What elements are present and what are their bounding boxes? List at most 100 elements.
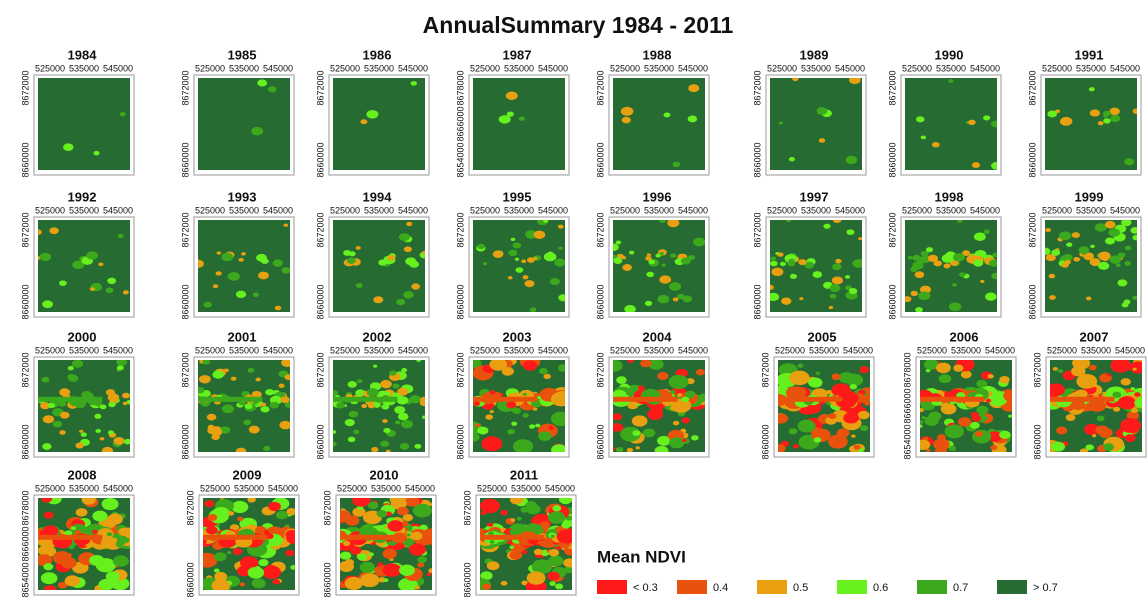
map-panel: 2006525000535000545000865400086660008678… <box>902 329 1020 459</box>
vegetation-patch <box>79 430 83 433</box>
y-coordinate-label: 8660000 <box>455 424 465 459</box>
vegetation-patch <box>958 417 971 427</box>
map-panel: 198452500053500054500086600008672000 <box>20 47 134 177</box>
legend-label: 0.4 <box>713 582 728 594</box>
vegetation-patch <box>959 272 966 277</box>
x-coordinate-label: 535000 <box>504 345 534 355</box>
vegetation-patch <box>108 430 114 434</box>
vegetation-patch <box>547 572 559 581</box>
vegetation-patch <box>922 251 929 256</box>
vegetation-patch <box>999 376 1009 383</box>
vegetation-patch <box>780 262 786 266</box>
vegetation-patch <box>368 502 379 510</box>
vegetation-patch <box>1049 274 1056 279</box>
y-coordinate-label: 8654000 <box>902 424 912 459</box>
vegetation-patch <box>487 561 500 570</box>
map-panel: 199052500053500054500086600008672000 <box>887 47 1001 177</box>
vegetation-patch <box>221 253 233 261</box>
vegetation-patch <box>928 255 938 262</box>
vegetation-patch <box>662 263 666 266</box>
map-panel: 200552500053500054500086600008672000 <box>760 329 875 459</box>
x-coordinate-label: 525000 <box>195 345 225 355</box>
vegetation-patch <box>915 271 925 278</box>
panel-year: 1986 <box>363 47 392 62</box>
y-coordinate-label: 8672000 <box>595 70 605 105</box>
vegetation-patch <box>682 418 690 424</box>
x-coordinate-label: 545000 <box>538 345 568 355</box>
vegetation-patch <box>110 537 117 542</box>
vegetation-patch <box>508 250 517 256</box>
vegetation-patch <box>613 258 622 264</box>
vegetation-patch <box>1092 434 1096 437</box>
vegetation-patch <box>261 258 269 264</box>
vegetation-patch <box>921 135 926 139</box>
vegetation-patch <box>798 259 806 265</box>
y-coordinate-label: 8672000 <box>180 70 190 105</box>
vegetation-patch <box>404 246 412 252</box>
vegetation-patch <box>828 435 848 449</box>
vegetation-patch <box>94 414 101 419</box>
vegetation-patch <box>645 256 652 261</box>
vegetation-patch <box>647 253 651 256</box>
vegetation-patch <box>621 256 626 259</box>
vegetation-patch <box>1047 111 1057 118</box>
x-coordinate-label: 545000 <box>843 345 873 355</box>
vegetation-patch <box>392 383 399 388</box>
vegetation-patch <box>533 407 538 410</box>
vegetation-patch <box>98 262 103 266</box>
x-coordinate-label: 525000 <box>35 345 65 355</box>
vegetation-patch <box>477 427 488 435</box>
vegetation-patch <box>42 300 53 308</box>
vegetation-patch <box>475 424 480 428</box>
x-coordinate-label: 525000 <box>35 205 65 215</box>
y-coordinate-label: 8672000 <box>315 212 325 247</box>
vegetation-patch <box>406 533 410 536</box>
y-coordinate-label: 8672000 <box>1027 70 1037 105</box>
vegetation-patch <box>399 565 415 576</box>
vegetation-patch <box>75 442 84 448</box>
panel-year: 2010 <box>370 467 399 482</box>
vegetation-patch <box>207 414 217 421</box>
vegetation-patch <box>231 501 248 513</box>
y-coordinate-label: 8672000 <box>180 212 190 247</box>
vegetation-patch <box>1117 279 1127 286</box>
vegetation-patch <box>990 445 997 450</box>
vegetation-patch <box>427 573 432 576</box>
vegetation-patch <box>1108 229 1120 237</box>
x-coordinate-label: 535000 <box>1076 205 1106 215</box>
y-coordinate-label: 8660000 <box>180 424 190 459</box>
vegetation-patch <box>819 138 825 143</box>
x-coordinate-label: 545000 <box>1110 63 1140 73</box>
vegetation-patch <box>199 375 211 383</box>
x-coordinate-label: 545000 <box>398 345 428 355</box>
vegetation-patch <box>520 507 528 513</box>
x-coordinate-label: 525000 <box>610 63 640 73</box>
vegetation-patch <box>558 225 564 229</box>
vegetation-patch <box>789 428 798 434</box>
y-coordinate-label: 8672000 <box>595 352 605 387</box>
panel-year: 2005 <box>808 329 837 344</box>
x-coordinate-label: 525000 <box>470 205 500 215</box>
vegetation-patch <box>523 275 529 279</box>
vegetation-patch <box>1090 109 1100 116</box>
x-coordinate-label: 535000 <box>644 345 674 355</box>
vegetation-patch <box>1105 237 1115 244</box>
map-panel: 199552500053500054500086600008672000 <box>455 189 569 319</box>
legend-swatch <box>917 580 947 594</box>
vegetation-patch <box>509 551 522 560</box>
vegetation-patch <box>345 419 355 426</box>
x-coordinate-label: 535000 <box>1081 345 1111 355</box>
vegetation-patch <box>72 360 83 368</box>
y-coordinate-label: 8672000 <box>1027 212 1037 247</box>
vegetation-patch <box>1056 427 1067 435</box>
vegetation-patch <box>512 408 521 414</box>
vegetation-patch <box>1058 369 1064 373</box>
y-coordinate-label: 8672000 <box>1032 352 1042 387</box>
vegetation-patch <box>945 424 964 438</box>
vegetation-patch <box>511 422 517 426</box>
vegetation-patch <box>99 579 115 590</box>
vegetation-patch <box>550 278 560 285</box>
x-coordinate-label: 535000 <box>801 63 831 73</box>
x-coordinate-label: 535000 <box>364 63 394 73</box>
